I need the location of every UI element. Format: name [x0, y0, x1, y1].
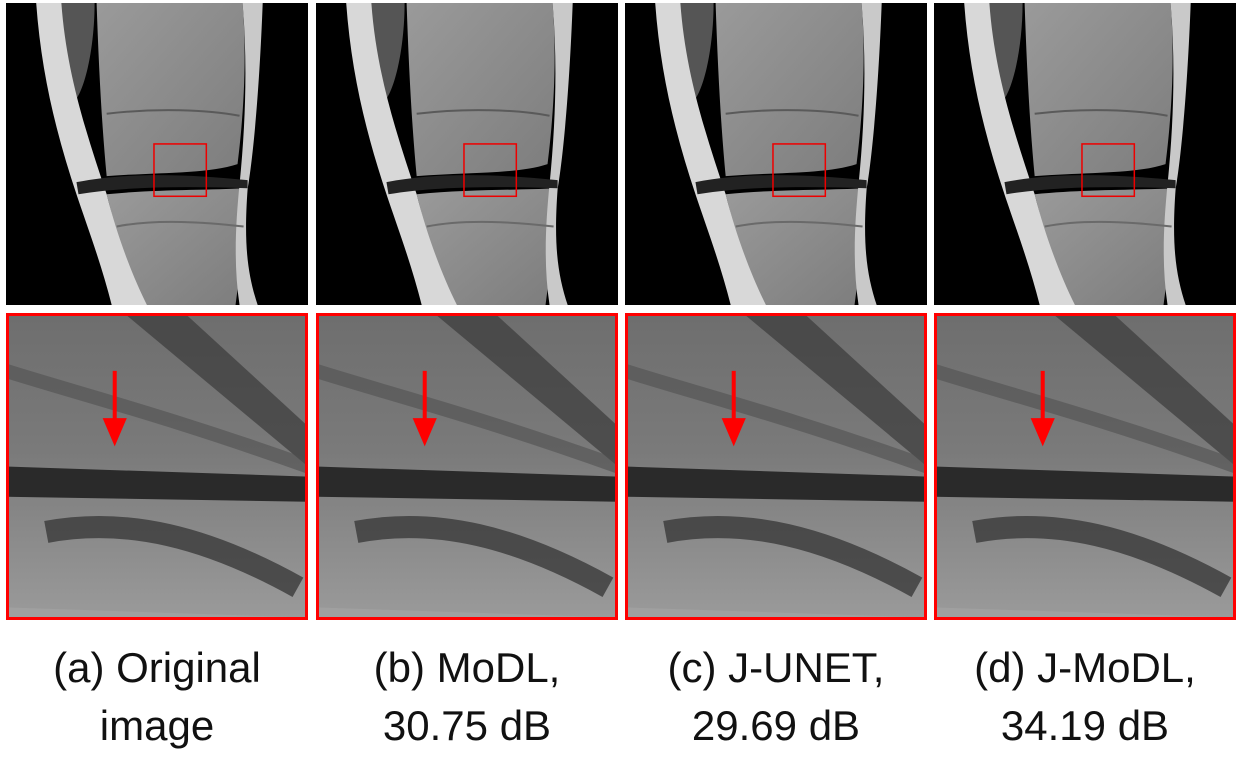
caption: (a) Original — [53, 644, 261, 691]
mri-image — [934, 3, 1236, 305]
zoomed-region — [6, 316, 308, 618]
mri-image — [625, 3, 927, 305]
caption: 29.69 dB — [692, 702, 860, 749]
mri-image — [6, 3, 308, 305]
caption: image — [100, 702, 214, 749]
caption: 30.75 dB — [383, 702, 551, 749]
caption: 34.19 dB — [1001, 702, 1169, 749]
caption: (b) MoDL, — [374, 644, 561, 691]
caption: (c) J-UNET, — [668, 644, 885, 691]
mri-image — [316, 3, 618, 305]
figure: (a) Original image (b) MoDL, 30.75 dB (c) J-… — [0, 0, 1248, 759]
zoomed-region — [934, 316, 1236, 618]
zoomed-region — [316, 316, 618, 618]
zoomed-region — [625, 316, 927, 618]
caption: (d) J-MoDL, — [974, 644, 1196, 691]
